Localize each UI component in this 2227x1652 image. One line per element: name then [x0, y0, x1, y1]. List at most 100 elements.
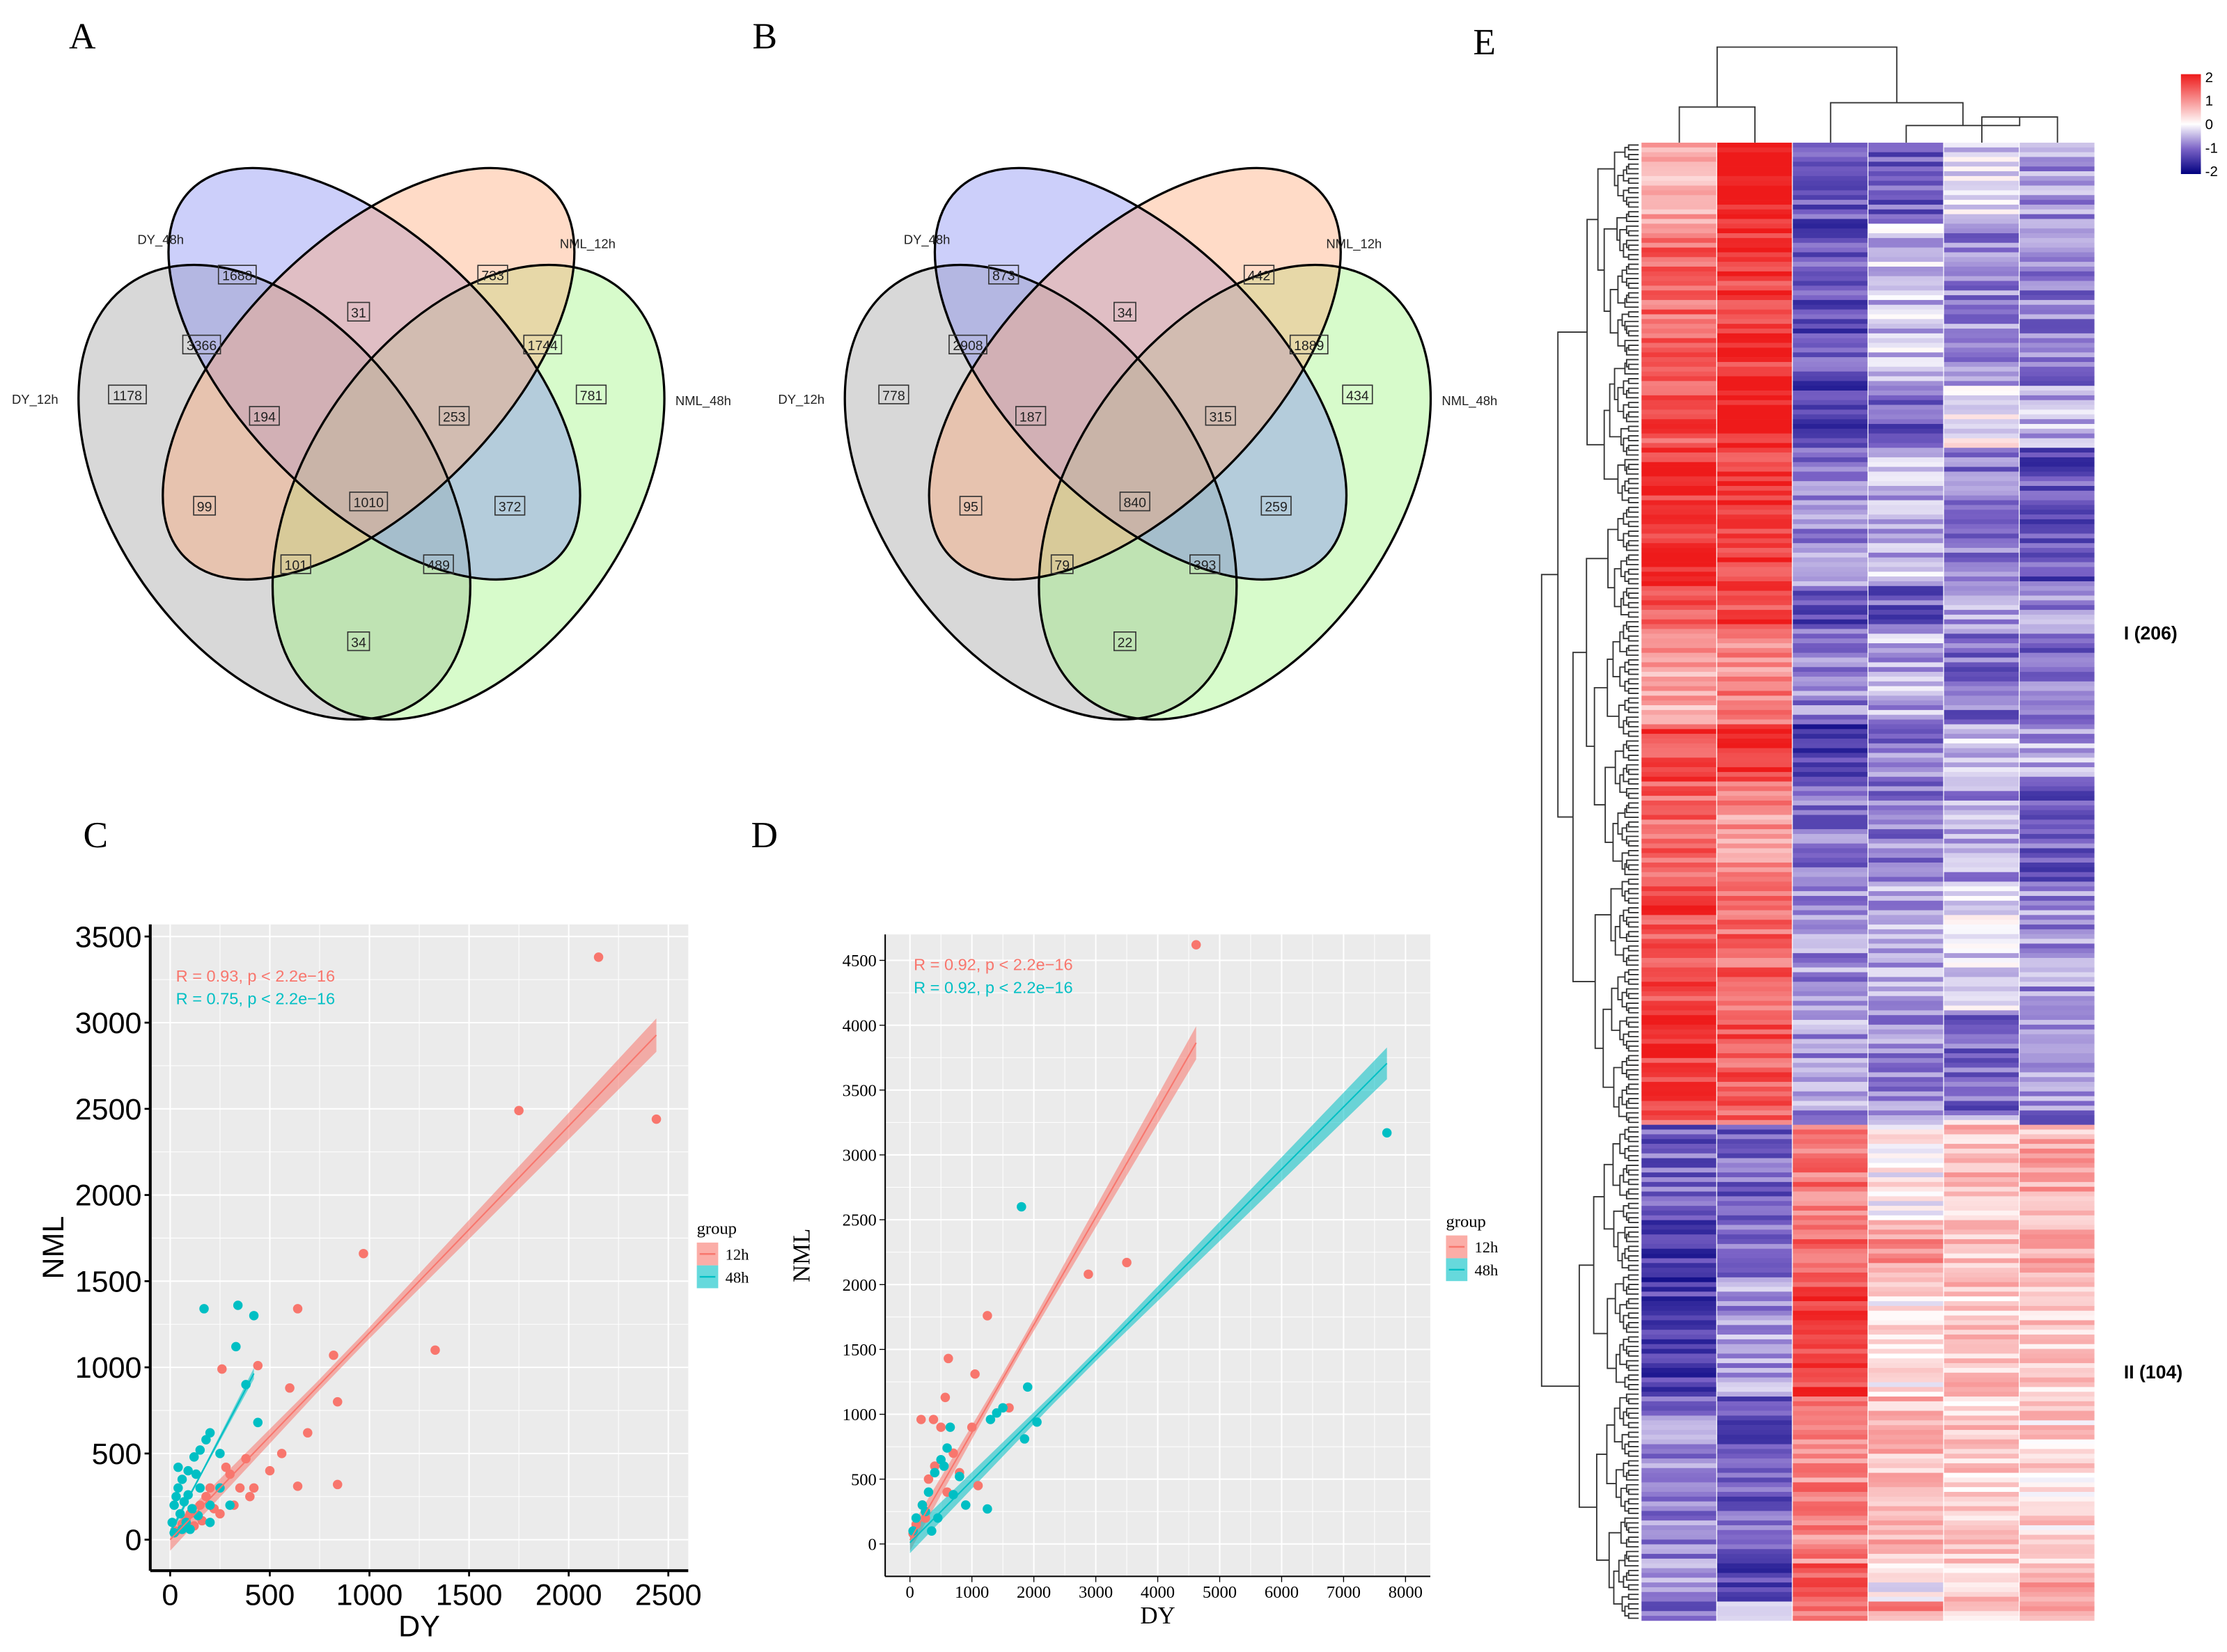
heatmap-cell — [1792, 1044, 1868, 1049]
heatmap-cell — [1641, 1181, 1717, 1188]
heatmap-cell — [1868, 943, 1944, 949]
row-dendrogram-branch — [1627, 1055, 1639, 1062]
heatmap-cell — [1792, 1410, 1868, 1416]
heatmap-cell — [2019, 848, 2095, 853]
row-dendrogram-branch — [1627, 178, 1639, 184]
heatmap-cell — [1944, 162, 2019, 167]
heatmap-cell — [1944, 858, 2019, 863]
heatmap-cell — [1641, 767, 1717, 773]
heatmap-cell — [1868, 848, 1944, 853]
data-point-48h — [195, 1445, 205, 1455]
heatmap-cell — [1792, 1039, 1868, 1044]
heatmap-cell — [1717, 262, 1792, 267]
heatmap-cell — [1717, 1611, 1792, 1616]
column-dendrogram-branch — [1829, 102, 1964, 143]
heatmap-cell — [1944, 1291, 2019, 1297]
heatmap-cell — [1717, 748, 1792, 753]
heatmap-cell — [1792, 863, 1868, 868]
heatmap-cell — [1792, 1062, 1868, 1068]
heatmap-cell — [1641, 863, 1717, 868]
row-dendrogram-branch — [1624, 1443, 1629, 1455]
heatmap-cell — [1641, 1506, 1717, 1511]
heatmap-cell — [1717, 533, 1792, 539]
heatmap-cell — [1641, 900, 1717, 906]
heatmap-cell — [1792, 1005, 1868, 1011]
heatmap-cell — [1944, 204, 2019, 210]
heatmap-cell — [2019, 1563, 2095, 1568]
heatmap-cell — [1717, 252, 1792, 258]
heatmap-cell — [2019, 977, 2095, 982]
heatmap-cell — [1641, 481, 1717, 487]
heatmap-cell — [1641, 647, 1717, 654]
heatmap-cell — [1944, 567, 2019, 572]
heatmap-cell — [1868, 524, 1944, 529]
heatmap-cell — [1717, 614, 1792, 620]
heatmap-cell — [1792, 1291, 1868, 1297]
heatmap-cell — [1792, 619, 1868, 624]
heatmap-cell — [1868, 1172, 1944, 1178]
heatmap-cell — [1944, 863, 2019, 868]
heatmap-cell — [1717, 200, 1792, 205]
heatmap-cell — [1868, 652, 1944, 658]
heatmap-cell — [2019, 200, 2095, 205]
heatmap-cell — [2019, 1119, 2095, 1125]
heatmap-cell — [1868, 872, 1944, 877]
row-dendrogram-branch — [1627, 668, 1639, 675]
panel-letter-a: A — [69, 16, 96, 57]
heatmap-cell — [1944, 1511, 2019, 1516]
data-point-12h — [225, 1469, 235, 1479]
heatmap-cell — [1717, 1196, 1792, 1202]
heatmap-cell — [1792, 252, 1868, 258]
heatmap-cell — [1868, 1206, 1944, 1211]
y-tick-label: 4000 — [843, 1016, 877, 1035]
heatmap-cell — [1944, 953, 2019, 959]
heatmap-cell — [1717, 171, 1792, 177]
heatmap-cell — [1944, 1301, 2019, 1307]
heatmap-cell — [2019, 1587, 2095, 1593]
heatmap-cell — [1944, 652, 2019, 658]
heatmap-cell — [1944, 1015, 2019, 1021]
heatmap-cell — [1944, 1163, 2019, 1168]
heatmap-cell — [1944, 304, 2019, 310]
heatmap-cell — [1868, 1024, 1944, 1030]
heatmap-cell — [1792, 476, 1868, 482]
heatmap-cell — [2019, 314, 2095, 320]
heatmap-cell — [1717, 738, 1792, 744]
heatmap-cell — [1944, 667, 2019, 672]
heatmap-cell — [1792, 1554, 1868, 1559]
heatmap-cell — [1717, 1287, 1792, 1292]
heatmap-cell — [2019, 1539, 2095, 1545]
heatmap-cell — [1944, 585, 2019, 591]
venn-count: 1688 — [222, 269, 252, 284]
heatmap-cell — [1717, 900, 1792, 906]
heatmap-cell — [1944, 1263, 2019, 1268]
heatmap-cell — [1944, 819, 2019, 825]
heatmap-cell — [1868, 1253, 1944, 1259]
heatmap-cell — [1868, 891, 1944, 897]
heatmap-cell — [1792, 895, 1868, 902]
heatmap-cell — [1944, 1344, 2019, 1349]
row-dendrogram-branch — [1624, 1128, 1629, 1140]
heatmap-cell — [1868, 219, 1944, 224]
heatmap-cell — [1641, 1291, 1717, 1297]
venn-count: 434 — [1346, 388, 1369, 404]
row-dendrogram-branch — [1627, 1264, 1639, 1271]
heatmap-cell — [1641, 662, 1717, 668]
row-dendrogram-branch — [1627, 1612, 1639, 1619]
heatmap-cell — [1792, 371, 1868, 377]
heatmap-cell — [1944, 524, 2019, 529]
heatmap-cell — [2019, 1415, 2095, 1421]
heatmap-cell — [1717, 1177, 1792, 1183]
heatmap-cell — [1792, 1477, 1868, 1483]
heatmap-cell — [2019, 366, 2095, 372]
cluster-label: II (104) — [2124, 1362, 2182, 1383]
heatmap-cell — [1868, 324, 1944, 329]
heatmap-cell — [1641, 982, 1717, 987]
heatmap-cell — [1792, 166, 1868, 172]
heatmap-cell — [1868, 1034, 1944, 1039]
heatmap-cell — [1868, 819, 1944, 825]
heatmap-cell — [1944, 1029, 2019, 1035]
heatmap-cell — [1641, 1549, 1717, 1555]
heatmap-cell — [1717, 1020, 1792, 1025]
heatmap-cell — [1641, 281, 1717, 286]
